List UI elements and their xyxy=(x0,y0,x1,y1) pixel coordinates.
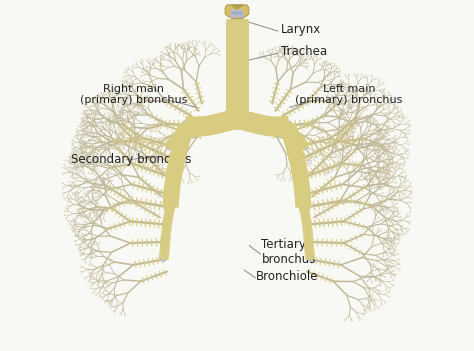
Polygon shape xyxy=(230,9,244,18)
Text: Right main
(primary) bronchus: Right main (primary) bronchus xyxy=(80,84,188,105)
Text: Bronchiole: Bronchiole xyxy=(256,270,319,283)
Text: Left main
(primary) bronchus: Left main (primary) bronchus xyxy=(295,84,402,105)
Text: Larynx: Larynx xyxy=(281,23,321,36)
Text: Secondary bronchus: Secondary bronchus xyxy=(71,153,191,166)
Text: Trachea: Trachea xyxy=(281,45,327,58)
Polygon shape xyxy=(231,5,243,9)
Text: Tertiary
bronchus: Tertiary bronchus xyxy=(262,238,316,266)
Polygon shape xyxy=(225,5,249,19)
